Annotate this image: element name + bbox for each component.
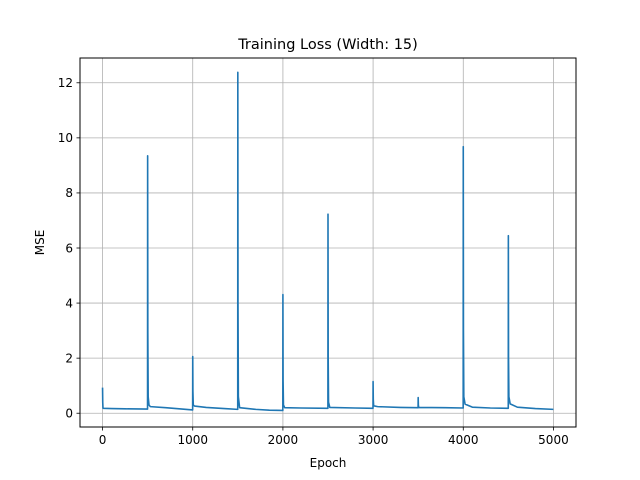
x-tick-label: 3000 [358, 433, 389, 447]
x-tick-label: 1000 [177, 433, 208, 447]
chart-title: Training Loss (Width: 15) [237, 37, 418, 53]
series-line [101, 71, 554, 412]
y-axis: 0 2 4 6 8 10 12 [58, 76, 80, 421]
x-tick-label: 2000 [268, 433, 299, 447]
y-tick-label: 4 [65, 296, 73, 310]
plot-area [101, 71, 554, 412]
axes-frame [79, 57, 577, 428]
x-tick-label: 0 [99, 433, 107, 447]
y-tick-label: 6 [65, 241, 73, 255]
y-tick-label: 10 [58, 131, 73, 145]
y-tick-label: 2 [65, 351, 73, 365]
x-tick-label: 4000 [448, 433, 479, 447]
x-tick-label: 5000 [538, 433, 569, 447]
y-tick-label: 12 [58, 76, 73, 90]
y-tick-label: 8 [65, 186, 73, 200]
y-tick-label: 0 [65, 407, 73, 421]
x-axis: 0 1000 2000 3000 4000 5000 [99, 427, 569, 447]
y-axis-label: MSE [33, 230, 47, 256]
x-axis-label: Epoch [310, 456, 347, 470]
